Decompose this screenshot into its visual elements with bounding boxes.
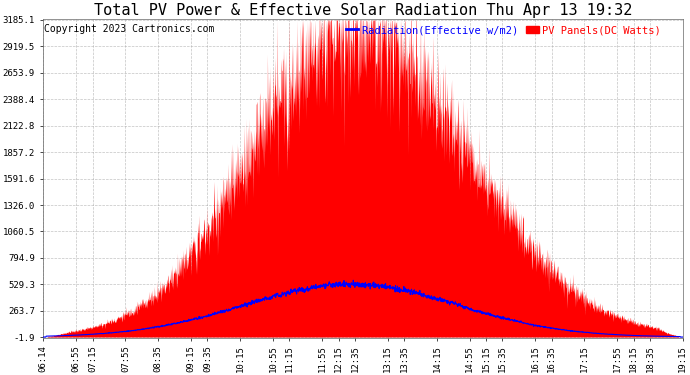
Text: Copyright 2023 Cartronics.com: Copyright 2023 Cartronics.com [44,24,215,34]
Legend: Radiation(Effective w/m2), PV Panels(DC Watts): Radiation(Effective w/m2), PV Panels(DC … [342,21,664,39]
Title: Total PV Power & Effective Solar Radiation Thu Apr 13 19:32: Total PV Power & Effective Solar Radiati… [94,3,632,18]
